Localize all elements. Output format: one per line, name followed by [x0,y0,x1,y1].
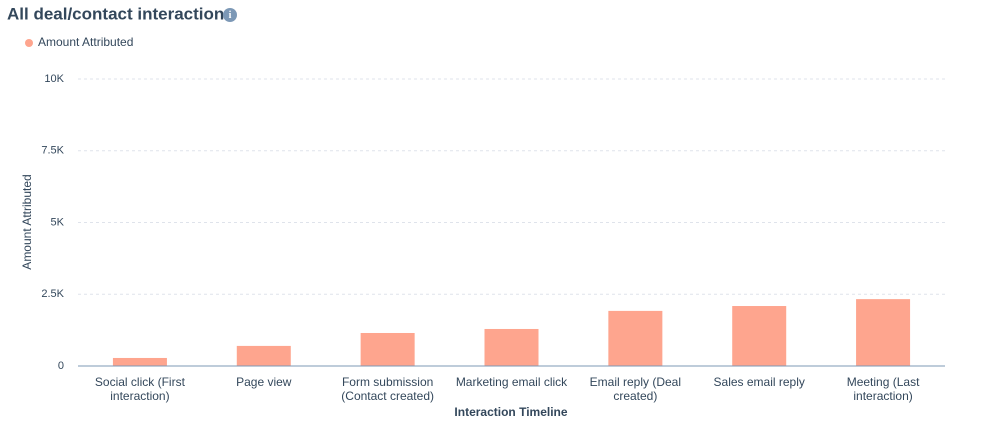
bar [856,299,911,366]
x-tick-label: Sales email reply [713,375,805,389]
y-tick-label: 7.5K [41,145,64,157]
legend-label: Amount Attributed [38,35,133,49]
x-tick-label: Social click (First interaction) [94,375,185,403]
y-tick-label: 10K [44,73,64,85]
chart-title: All deal/contact interactions [7,4,234,23]
bar [112,357,167,366]
x-tick-label: Email reply (Deal created) [589,375,682,403]
y-tick-label: 2.5K [41,288,64,300]
bar [236,345,291,366]
y-axis-label: Amount Attributed [20,174,34,269]
legend-marker [25,39,33,47]
bar [732,306,787,366]
x-axis-label: Interaction Timeline [454,405,567,419]
bar [608,310,663,366]
x-tick-label: Page view [236,375,292,389]
y-tick-label: 0 [58,360,64,372]
info-icon[interactable] [223,8,237,22]
x-tick-label: Form submission (Contact created) [341,375,434,403]
x-tick-label: Meeting (Last interaction) [846,375,920,403]
info-icon-glyph: i [229,10,232,21]
y-tick-label: 5K [51,216,65,228]
x-tick-label: Marketing email click [455,375,568,389]
bar [360,332,415,366]
bar [484,328,539,366]
